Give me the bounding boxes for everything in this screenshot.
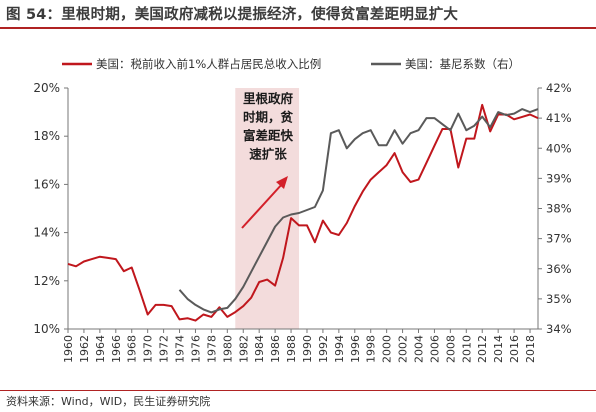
series-line-top1pct-income-share bbox=[67, 103, 539, 322]
x-tick-label: 1988 bbox=[285, 335, 298, 363]
annotation-text-line: 时期，贫 bbox=[243, 110, 294, 125]
annotation-arrow-shaft bbox=[241, 182, 284, 229]
left-tick-label: 16% bbox=[33, 177, 60, 191]
x-tick-label: 1974 bbox=[174, 335, 187, 363]
x-tick-label: 2012 bbox=[476, 335, 489, 363]
right-tick-label: 41% bbox=[546, 111, 572, 125]
annotation-text-line: 里根政府 bbox=[243, 91, 294, 106]
x-tick-label: 1982 bbox=[237, 335, 250, 363]
legend: 美国：税前收入前1%人群占居民总收入比例 美国：基尼系数（右） bbox=[62, 57, 520, 71]
x-tick-label: 1978 bbox=[205, 335, 218, 363]
x-tick-label: 1968 bbox=[126, 335, 139, 363]
left-tick-label: 12% bbox=[33, 274, 60, 288]
right-tick-label: 37% bbox=[546, 232, 572, 246]
right-tick-label: 38% bbox=[546, 202, 572, 216]
plot-background bbox=[235, 88, 300, 329]
x-tick-label: 1976 bbox=[189, 335, 202, 363]
annotation-arrow-head bbox=[276, 176, 288, 189]
right-tick-label: 42% bbox=[546, 81, 572, 95]
x-tick-label: 1998 bbox=[365, 335, 378, 363]
source-divider bbox=[0, 390, 596, 391]
right-tick-label: 34% bbox=[546, 322, 572, 336]
x-tick-label: 2018 bbox=[524, 335, 537, 363]
left-tick-label: 10% bbox=[33, 322, 60, 336]
right-tick-label: 35% bbox=[546, 292, 572, 306]
x-tick-label: 2010 bbox=[460, 335, 473, 363]
x-tick-label: 1964 bbox=[94, 335, 107, 363]
shaded-period bbox=[235, 88, 300, 329]
x-tick-label: 1970 bbox=[142, 335, 155, 363]
axes bbox=[64, 87, 542, 333]
right-tick-label: 40% bbox=[546, 141, 572, 155]
series-line-gini bbox=[178, 108, 539, 314]
x-tick-label: 2014 bbox=[492, 335, 505, 363]
x-tick-label: 1984 bbox=[253, 335, 266, 363]
x-tick-label: 1960 bbox=[62, 335, 75, 363]
legend-label-top1pct: 美国：税前收入前1%人群占居民总收入比例 bbox=[96, 57, 321, 71]
x-tick-label: 1972 bbox=[158, 335, 171, 363]
source-note: 资料来源：Wind，WID，民生证券研究院 bbox=[6, 395, 211, 408]
figure-title: 图 54：里根时期，美国政府减税以提振经济，使得贫富差距明显扩大 bbox=[6, 7, 459, 23]
x-tick-label: 1986 bbox=[269, 335, 282, 363]
x-tick-label: 1996 bbox=[349, 335, 362, 363]
left-tick-label: 18% bbox=[33, 129, 60, 143]
annotation-text-line: 富差距快 bbox=[243, 128, 294, 143]
left-tick-label: 14% bbox=[33, 226, 60, 240]
tick-labels: 10% 12% 14% 16% 18% 20% 34% 35% 36% 37% 38% 39% 40% 4… bbox=[33, 81, 571, 363]
x-tick-label: 1980 bbox=[221, 335, 234, 363]
legend-label-gini: 美国：基尼系数（右） bbox=[405, 57, 520, 71]
x-tick-label: 2008 bbox=[444, 335, 457, 363]
annotation-text-line: 速扩张 bbox=[249, 147, 287, 162]
x-tick-label: 2016 bbox=[508, 335, 521, 363]
x-tick-label: 1994 bbox=[333, 335, 346, 363]
x-tick-label: 2002 bbox=[397, 335, 410, 363]
x-tick-label: 2000 bbox=[381, 335, 394, 363]
x-tick-label: 2004 bbox=[413, 335, 426, 363]
left-tick-label: 20% bbox=[33, 81, 60, 95]
x-tick-label: 1966 bbox=[110, 335, 123, 363]
x-tick-label: 1990 bbox=[301, 335, 314, 363]
title-divider bbox=[0, 27, 596, 29]
x-tick-label: 1992 bbox=[317, 335, 330, 363]
right-tick-label: 39% bbox=[546, 171, 572, 185]
x-tick-label: 1962 bbox=[78, 335, 91, 363]
right-tick-label: 36% bbox=[546, 262, 572, 276]
x-tick-label: 2006 bbox=[428, 335, 441, 363]
